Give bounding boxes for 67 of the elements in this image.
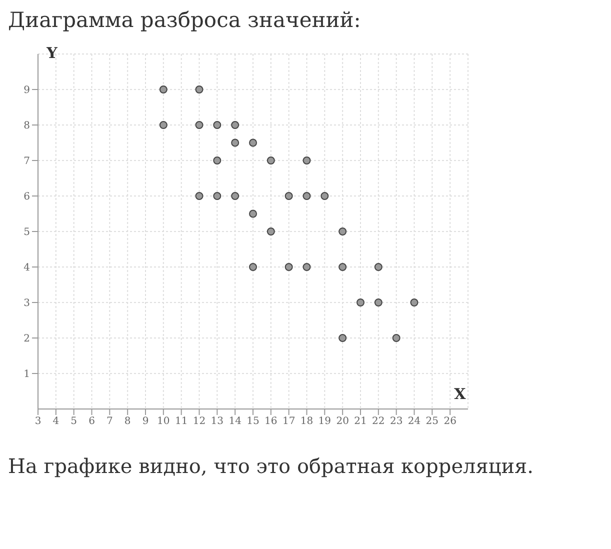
x-tick-label: 19 xyxy=(318,416,332,428)
y-tick-label: 3 xyxy=(24,298,30,310)
point xyxy=(410,298,418,306)
point xyxy=(338,228,347,236)
x-tick-label: 9 xyxy=(142,416,149,428)
point xyxy=(374,263,382,271)
point xyxy=(374,298,382,306)
point xyxy=(302,263,311,271)
x-tick-label: 11 xyxy=(174,416,188,428)
x-tick-label: 12 xyxy=(192,416,206,428)
point xyxy=(231,138,240,147)
x-tick-label: 23 xyxy=(390,416,403,428)
y-tick-label: 2 xyxy=(24,334,30,345)
point xyxy=(249,138,257,147)
point xyxy=(392,334,400,342)
x-tick-label: 16 xyxy=(264,416,278,428)
y-tick-label: 9 xyxy=(24,85,30,96)
point xyxy=(231,192,240,200)
x-axis-title: X xyxy=(454,385,466,403)
y-tick-label: 5 xyxy=(24,227,30,238)
x-tick-label: 20 xyxy=(336,416,349,428)
point xyxy=(159,86,168,94)
x-tick-label: 18 xyxy=(300,416,314,428)
x-tick-label: 25 xyxy=(426,416,439,428)
x-tick-label: 13 xyxy=(210,416,224,428)
point xyxy=(213,192,222,200)
x-tick-label: 4 xyxy=(52,416,60,428)
x-tick-label: 14 xyxy=(228,416,242,428)
point xyxy=(356,298,364,306)
x-tick-label: 8 xyxy=(124,416,131,428)
y-axis-title: Y xyxy=(46,44,58,62)
y-tick-label: 4 xyxy=(24,262,30,274)
y-tick-label: 6 xyxy=(24,192,30,203)
y-tick-label: 8 xyxy=(24,120,30,132)
point xyxy=(284,263,293,271)
y-tick-label: 1 xyxy=(24,369,30,380)
point xyxy=(266,228,275,236)
x-tick-label: 3 xyxy=(34,416,42,428)
point xyxy=(159,121,168,129)
x-tick-label: 10 xyxy=(157,416,170,428)
x-tick-label: 17 xyxy=(282,416,296,428)
text: На графике видно, что это обратная корреляция. xyxy=(8,454,535,478)
point xyxy=(266,156,275,164)
point xyxy=(249,263,257,271)
point xyxy=(195,192,204,200)
x-tick-label: 21 xyxy=(354,416,367,428)
point xyxy=(338,263,347,271)
point xyxy=(284,192,293,200)
x-tick-label: 24 xyxy=(408,416,421,428)
x-tick-label: 5 xyxy=(70,416,78,428)
chart-title: Диаграмма разброса значений: xyxy=(8,8,362,32)
point xyxy=(338,334,347,342)
point xyxy=(195,86,204,94)
point xyxy=(213,121,222,129)
point xyxy=(320,192,329,200)
x-tick-label: 7 xyxy=(106,416,113,428)
point xyxy=(195,121,204,129)
x-tick-label: 22 xyxy=(372,416,385,428)
point xyxy=(302,156,311,164)
point xyxy=(302,192,311,200)
x-tick-label: 26 xyxy=(444,416,456,428)
point xyxy=(249,210,257,218)
point xyxy=(231,121,240,129)
point xyxy=(213,156,222,164)
x-tick-label: 6 xyxy=(88,416,95,428)
y-tick-label: 7 xyxy=(24,156,30,168)
x-tick-label: 15 xyxy=(246,416,260,428)
